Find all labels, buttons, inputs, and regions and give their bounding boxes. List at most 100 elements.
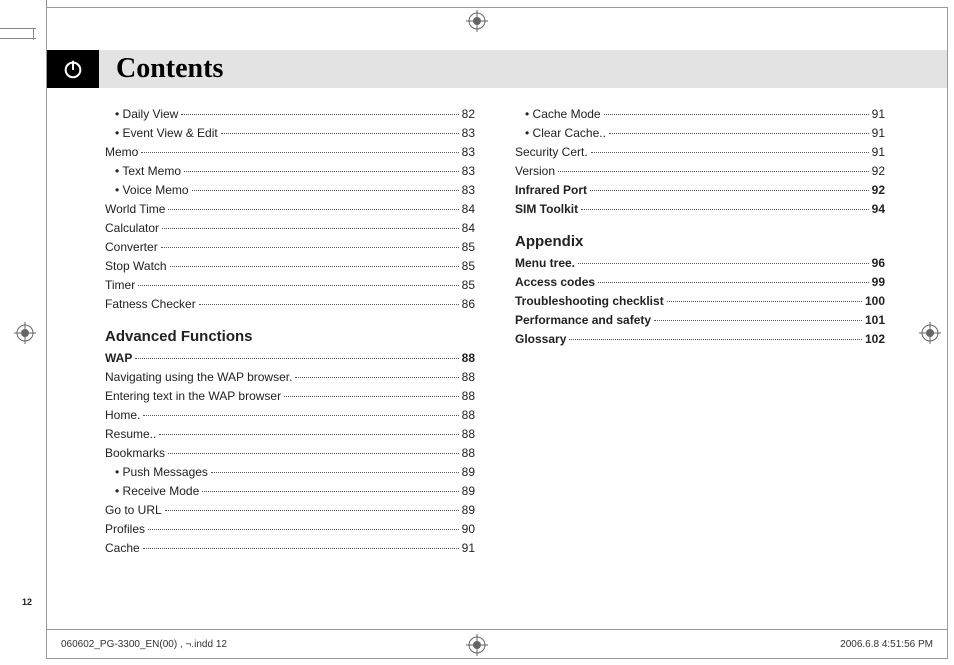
toc-entry-page: 96 [872, 254, 885, 273]
page-title: Contents [116, 53, 223, 85]
toc-entry-label: Calculator [105, 219, 159, 238]
toc-entry-page: 91 [462, 539, 475, 558]
toc-entry: Navigating using the WAP browser. 88 [105, 368, 475, 387]
toc-entry-label: Text Memo [115, 162, 181, 181]
toc-entry-label: Version [515, 162, 555, 181]
toc-entry: Version 92 [515, 162, 885, 181]
toc-entry-label: SIM Toolkit [515, 200, 578, 219]
toc-entry-label: Menu tree. [515, 254, 575, 273]
toc-entry: Converter 85 [105, 238, 475, 257]
toc-entry-label: Push Messages [115, 463, 208, 482]
toc-entry-label: Timer [105, 276, 135, 295]
toc-leader-dots [667, 301, 862, 302]
toc-entry: Text Memo 83 [105, 162, 475, 181]
toc-entry-label: Profiles [105, 520, 145, 539]
toc-leader-dots [192, 190, 459, 191]
toc-leader-dots [578, 263, 869, 264]
toc-entry-label: Resume.. [105, 425, 156, 444]
toc-entry-label: Navigating using the WAP browser. [105, 368, 292, 387]
toc-section-heading: Appendix [515, 233, 885, 250]
toc-entry-label: Clear Cache.. [525, 124, 606, 143]
toc-entry: Bookmarks 88 [105, 444, 475, 463]
toc-entry: Home. 88 [105, 406, 475, 425]
toc-leader-dots [609, 133, 869, 134]
toc-entry-label: Access codes [515, 273, 595, 292]
crop-tick [0, 28, 36, 29]
toc-entry-label: Cache [105, 539, 140, 558]
toc-entry-label: Receive Mode [115, 482, 199, 501]
toc-column-right: Cache Mode 91Clear Cache.. 91Security Ce… [515, 105, 885, 558]
toc-entry: World Time 84 [105, 200, 475, 219]
toc-leader-dots [284, 396, 459, 397]
toc-entry-page: 101 [865, 311, 885, 330]
toc-entry-label: Bookmarks [105, 444, 165, 463]
toc-columns: Daily View 82Event View & Edit 83Memo 83… [105, 105, 885, 558]
toc-entry-page: 85 [462, 238, 475, 257]
toc-entry-label: WAP [105, 349, 132, 368]
toc-leader-dots [143, 415, 458, 416]
toc-entry: Calculator 84 [105, 219, 475, 238]
toc-leader-dots [598, 282, 869, 283]
toc-entry-page: 94 [872, 200, 885, 219]
toc-entry: Voice Memo 83 [105, 181, 475, 200]
toc-entry: Profiles 90 [105, 520, 475, 539]
crop-tick [0, 38, 36, 39]
toc-entry: Menu tree. 96 [515, 254, 885, 273]
toc-leader-dots [184, 171, 459, 172]
toc-entry-label: Glossary [515, 330, 566, 349]
registration-mark-icon [466, 10, 488, 32]
toc-entry-label: Performance and safety [515, 311, 651, 330]
toc-entry-page: 88 [462, 444, 475, 463]
power-icon [62, 58, 84, 80]
toc-entry: Stop Watch 85 [105, 257, 475, 276]
toc-entry-page: 88 [462, 406, 475, 425]
toc-entry-label: Converter [105, 238, 158, 257]
toc-entry: Push Messages 89 [105, 463, 475, 482]
toc-entry: WAP 88 [105, 349, 475, 368]
toc-entry-page: 83 [462, 124, 475, 143]
toc-entry-label: Cache Mode [525, 105, 601, 124]
toc-entry-page: 91 [872, 143, 885, 162]
toc-entry-page: 88 [462, 368, 475, 387]
toc-entry-page: 91 [872, 105, 885, 124]
toc-leader-dots [161, 247, 459, 248]
toc-leader-dots [569, 339, 862, 340]
toc-entry-page: 92 [872, 181, 885, 200]
toc-leader-dots [170, 266, 459, 267]
toc-entry: Glossary 102 [515, 330, 885, 349]
toc-entry-label: Stop Watch [105, 257, 167, 276]
toc-entry: Timer 85 [105, 276, 475, 295]
toc-leader-dots [654, 320, 862, 321]
toc-entry-page: 90 [462, 520, 475, 539]
toc-entry-label: World Time [105, 200, 165, 219]
toc-entry: Performance and safety 101 [515, 311, 885, 330]
footer-right: 2006.6.8 4:51:56 PM [840, 639, 933, 650]
toc-entry-page: 100 [865, 292, 885, 311]
toc-entry-page: 99 [872, 273, 885, 292]
toc-leader-dots [181, 114, 458, 115]
toc-entry-page: 83 [462, 143, 475, 162]
footer-left: 060602_PG-3300_EN(00) , ¬.indd 12 [61, 639, 227, 650]
toc-leader-dots [165, 510, 459, 511]
toc-entry-label: Infrared Port [515, 181, 587, 200]
toc-leader-dots [135, 358, 458, 359]
toc-leader-dots [558, 171, 869, 172]
toc-leader-dots [581, 209, 869, 210]
toc-entry: Troubleshooting checklist 100 [515, 292, 885, 311]
toc-entry: Clear Cache.. 91 [515, 124, 885, 143]
toc-entry-label: Memo [105, 143, 138, 162]
toc-leader-dots [211, 472, 459, 473]
toc-entry: Go to URL 89 [105, 501, 475, 520]
toc-entry-page: 83 [462, 181, 475, 200]
toc-entry-page: 86 [462, 295, 475, 314]
toc-leader-dots [199, 304, 459, 305]
toc-entry-page: 83 [462, 162, 475, 181]
toc-entry-label: Entering text in the WAP browser [105, 387, 281, 406]
toc-entry-page: 102 [865, 330, 885, 349]
toc-entry: Cache Mode 91 [515, 105, 885, 124]
toc-entry-label: Fatness Checker [105, 295, 196, 314]
toc-entry: Infrared Port 92 [515, 181, 885, 200]
toc-leader-dots [591, 152, 869, 153]
toc-entry-page: 89 [462, 501, 475, 520]
toc-entry: SIM Toolkit 94 [515, 200, 885, 219]
